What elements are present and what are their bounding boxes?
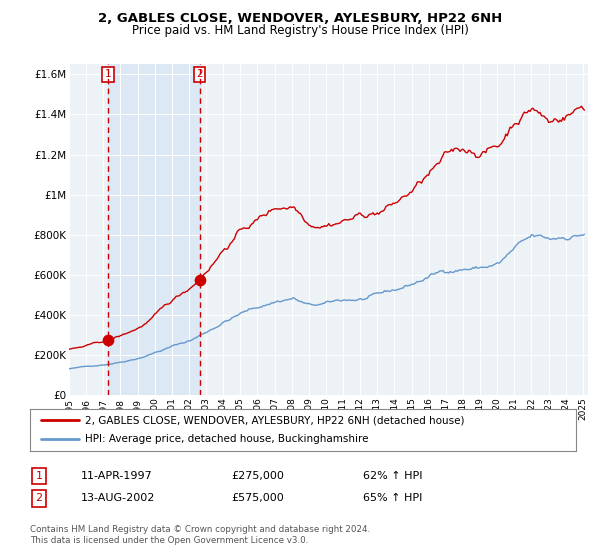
Text: 2, GABLES CLOSE, WENDOVER, AYLESBURY, HP22 6NH (detached house): 2, GABLES CLOSE, WENDOVER, AYLESBURY, HP…: [85, 415, 464, 425]
Text: Contains HM Land Registry data © Crown copyright and database right 2024.
This d: Contains HM Land Registry data © Crown c…: [30, 525, 370, 545]
Text: £275,000: £275,000: [231, 471, 284, 481]
Text: 11-APR-1997: 11-APR-1997: [81, 471, 153, 481]
Text: 2, GABLES CLOSE, WENDOVER, AYLESBURY, HP22 6NH: 2, GABLES CLOSE, WENDOVER, AYLESBURY, HP…: [98, 12, 502, 25]
Text: 1: 1: [35, 471, 43, 481]
Text: 2: 2: [35, 493, 43, 503]
Text: 65% ↑ HPI: 65% ↑ HPI: [363, 493, 422, 503]
Point: [195, 275, 205, 284]
Text: 1: 1: [105, 69, 112, 80]
Text: 13-AUG-2002: 13-AUG-2002: [81, 493, 155, 503]
Point: [103, 335, 113, 344]
Text: Price paid vs. HM Land Registry's House Price Index (HPI): Price paid vs. HM Land Registry's House …: [131, 24, 469, 36]
Text: £575,000: £575,000: [231, 493, 284, 503]
Text: HPI: Average price, detached house, Buckinghamshire: HPI: Average price, detached house, Buck…: [85, 435, 368, 445]
Text: 2: 2: [196, 69, 203, 80]
Bar: [108, 64, 200, 395]
Text: 62% ↑ HPI: 62% ↑ HPI: [363, 471, 422, 481]
